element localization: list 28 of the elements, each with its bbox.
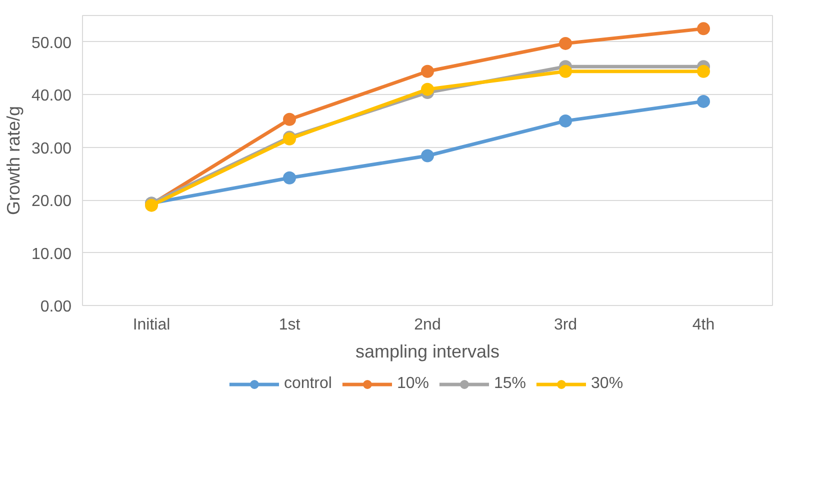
y-axis-title: Growth rate/g (3, 106, 24, 216)
x-tick-label: 1st (278, 316, 301, 334)
y-tick-label: 0.00 (40, 298, 72, 316)
point (697, 64, 710, 78)
x-axis-title: sampling intervals (355, 342, 500, 362)
y-tick-label: 50.00 (31, 34, 72, 52)
point (697, 94, 710, 108)
point (283, 112, 296, 126)
legend-label: 15% (494, 375, 526, 393)
x-tick-label: 2nd (414, 316, 441, 334)
y-tick-label: 40.00 (31, 88, 72, 105)
point (421, 149, 434, 162)
legend-label: 30% (591, 375, 624, 393)
y-tick-label: 30.00 (31, 140, 72, 158)
point (559, 36, 572, 50)
y-tick-label: 10.00 (31, 246, 72, 263)
point (559, 64, 572, 78)
x-tick-label: 4th (692, 316, 715, 334)
point (421, 64, 434, 78)
point (697, 22, 710, 36)
x-tick-label: 3rd (554, 316, 578, 334)
point (559, 114, 572, 128)
point (283, 171, 296, 184)
point (421, 82, 434, 96)
y-tick-label: 20.00 (31, 193, 72, 210)
legend-label: 10% (396, 375, 429, 393)
x-tick-label: Initial (132, 316, 170, 334)
legend-label: control (284, 375, 332, 393)
